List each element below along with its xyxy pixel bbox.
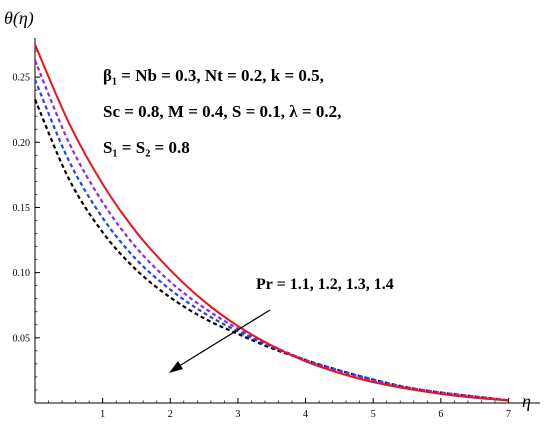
y-ticks: 0.05 0.10 0.15 0.20 0.25 <box>13 50 40 391</box>
arrow-label: Pr = 1.1, 1.2, 1.3, 1.4 <box>256 276 394 293</box>
params-line-2: Sc = 0.8, M = 0.4, S = 0.1, λ = 0.2, <box>103 102 341 121</box>
x-tick-label: 6 <box>438 409 443 420</box>
direction-arrow-head <box>169 361 183 373</box>
x-tick-label: 3 <box>235 409 240 420</box>
series-line-2 <box>33 79 509 402</box>
series-line-0 <box>34 44 509 402</box>
params-line-3: S₁ = S₂ = 0.8 <box>103 138 190 157</box>
x-ticks: 1 2 3 4 5 6 7 <box>48 398 511 420</box>
y-tick-label: 0.15 <box>13 203 31 214</box>
x-tick-label: 2 <box>168 409 173 420</box>
x-tick-label: 5 <box>371 409 376 420</box>
y-tick-label: 0.10 <box>13 268 31 279</box>
series-group <box>33 44 509 402</box>
y-tick-label: 0.25 <box>13 73 31 84</box>
x-tick-label: 7 <box>506 409 511 420</box>
y-tick-label: 0.05 <box>13 333 31 344</box>
x-tick-label: 1 <box>100 409 105 420</box>
direction-arrow <box>175 309 271 369</box>
y-tick-label: 0.20 <box>13 138 31 149</box>
params-line-1: β₁ = Nb = 0.3, Nt = 0.2, k = 0.5, <box>103 66 324 85</box>
x-tick-label: 4 <box>303 409 308 420</box>
y-axis-label: θ(η) <box>4 8 34 29</box>
x-axis-label: η <box>522 391 531 411</box>
